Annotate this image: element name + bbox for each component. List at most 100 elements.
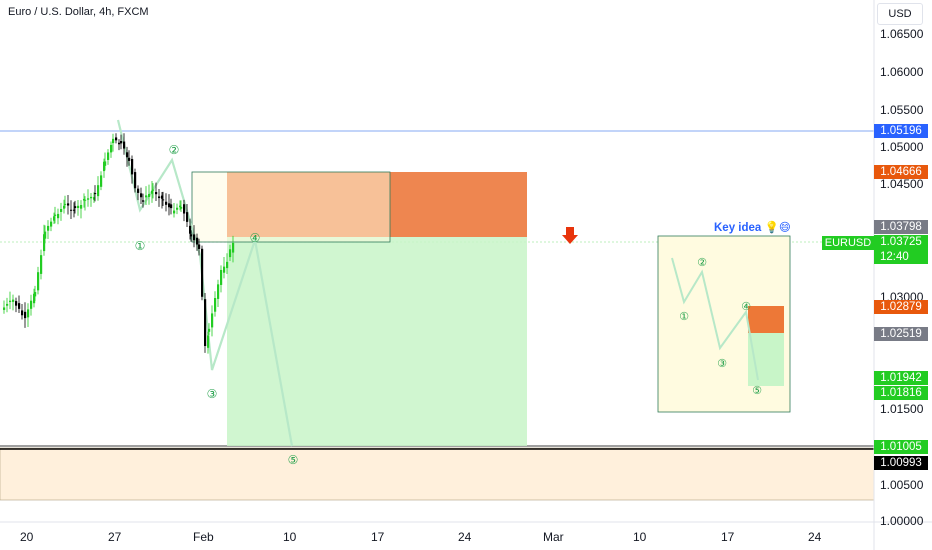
inset-wave-label-1: ① [679, 311, 689, 323]
candle-body [90, 196, 93, 199]
signal-down-arrow-icon[interactable] [562, 227, 578, 244]
candle-body [74, 206, 77, 209]
candle-body [6, 303, 9, 306]
candle-body [112, 138, 115, 144]
candle-body [67, 203, 70, 206]
candle-body [84, 199, 87, 201]
currency-selector[interactable]: USD [877, 3, 923, 25]
price-tag-target: 1.01005 [874, 440, 928, 454]
candle-body [53, 216, 56, 221]
candle-body [110, 144, 113, 153]
candle-body [173, 210, 176, 214]
candle-body [204, 299, 207, 347]
candle-body [232, 242, 235, 253]
candle-body [179, 205, 182, 208]
price-tag-inset-stop: 1.02879 [874, 300, 928, 314]
price-tick: 1.05000 [880, 140, 924, 154]
price-tick: 1.06500 [880, 27, 924, 41]
wave-projection-path [116, 119, 294, 447]
price-tag-stop: 1.04666 [874, 165, 928, 179]
candle-body [198, 244, 201, 249]
candle-body [145, 195, 148, 198]
candle-body [155, 192, 158, 195]
price-tag-resistance: 1.05196 [874, 124, 928, 138]
candle-body [140, 193, 143, 198]
candle-body [21, 310, 24, 316]
candle-body [208, 328, 211, 332]
candle-body [214, 298, 217, 312]
candle-body [123, 141, 126, 149]
time-tick: 10 [633, 530, 647, 544]
candle-body [50, 221, 53, 227]
price-tick: 1.06000 [880, 65, 924, 79]
candle-body [83, 198, 86, 201]
time-tick: 10 [283, 530, 297, 544]
price-tick: 1.01500 [880, 402, 924, 416]
candle-body [54, 214, 57, 216]
candle-body [176, 207, 179, 210]
wave-label-1: ① [135, 239, 146, 253]
candle-body [15, 301, 18, 306]
wave-label-4: ④ [250, 231, 261, 245]
entry-highlight-box[interactable] [191, 171, 391, 243]
inset-wave-label-2: ② [697, 257, 707, 269]
candle-body [229, 249, 232, 258]
candle-body [186, 212, 189, 222]
candle-body [24, 311, 27, 319]
candle-body [18, 303, 21, 309]
candle-body [148, 193, 151, 197]
candle-body [152, 189, 155, 191]
time-tick: 20 [20, 530, 34, 544]
inset-risk-zone [748, 306, 784, 333]
candle-body [158, 196, 161, 199]
time-tick: Mar [543, 530, 564, 544]
candle-body [180, 206, 183, 209]
candle-body [142, 200, 145, 202]
key-idea-inset[interactable]: ① ② ③ ④ ⑤ [657, 235, 791, 413]
symbol-title[interactable]: Euro / U.S. Dollar, 4h, FXCM [8, 6, 149, 18]
candle-body [87, 198, 90, 200]
price-tag-support: 1.00993 [874, 456, 928, 470]
candle-body [12, 299, 15, 302]
candle-body [93, 197, 96, 200]
candle-body [220, 269, 223, 285]
price-tick: 1.04500 [880, 177, 924, 191]
candle-body [3, 307, 6, 310]
price-tag-high: 1.03798 [874, 220, 928, 234]
candle-body [162, 199, 165, 201]
candle-body [30, 300, 33, 309]
support-zone[interactable] [0, 447, 875, 501]
candle-body [217, 284, 220, 299]
candle-body [103, 161, 106, 172]
candle-body [104, 161, 107, 166]
candle-body [37, 272, 40, 291]
candle-body [189, 225, 192, 234]
candle-body [77, 205, 80, 209]
candle-body [168, 203, 171, 208]
time-tick: 17 [371, 530, 385, 544]
price-tick: 1.00500 [880, 478, 924, 492]
symbol-tag[interactable]: EURUSD [822, 236, 874, 250]
candle-body [34, 292, 37, 297]
time-tick: 24 [458, 530, 472, 544]
price-tag-inset-target-2: 1.01816 [874, 386, 928, 400]
candle-body [107, 152, 110, 160]
reward-zone[interactable] [227, 237, 527, 446]
candle-body [57, 213, 60, 219]
candle-body [9, 300, 12, 303]
candle-body [60, 208, 63, 212]
price-tag-low: 1.02519 [874, 327, 928, 341]
candle-body [33, 293, 36, 304]
candle-body [63, 205, 66, 209]
candle-body [137, 188, 140, 193]
candlestick-series [3, 133, 235, 354]
wave-label-2: ② [169, 143, 180, 157]
key-idea-label: Key idea 💡😄 [714, 222, 791, 234]
candle-body [170, 204, 173, 209]
candle-body [183, 204, 186, 214]
time-tick: Feb [193, 530, 214, 544]
price-tick: 1.00000 [880, 514, 924, 528]
price-tag-inset-target-1: 1.01942 [874, 371, 928, 385]
